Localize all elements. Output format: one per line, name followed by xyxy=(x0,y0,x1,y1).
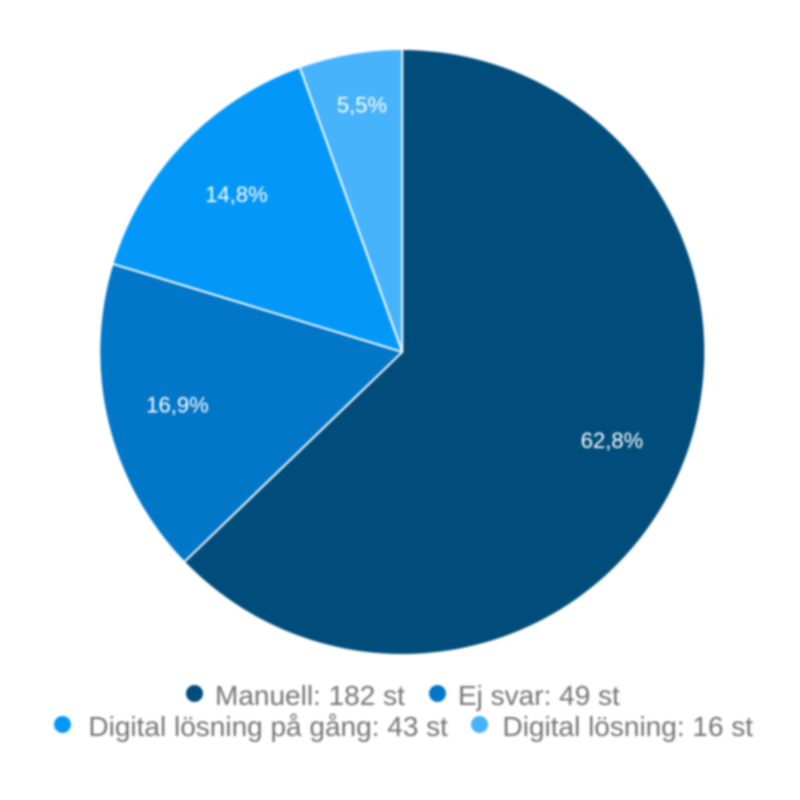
svg-text:16,9%: 16,9% xyxy=(146,393,208,418)
svg-text:62,8%: 62,8% xyxy=(581,428,643,453)
svg-text:5,5%: 5,5% xyxy=(337,93,387,118)
svg-text:14,8%: 14,8% xyxy=(205,182,267,207)
